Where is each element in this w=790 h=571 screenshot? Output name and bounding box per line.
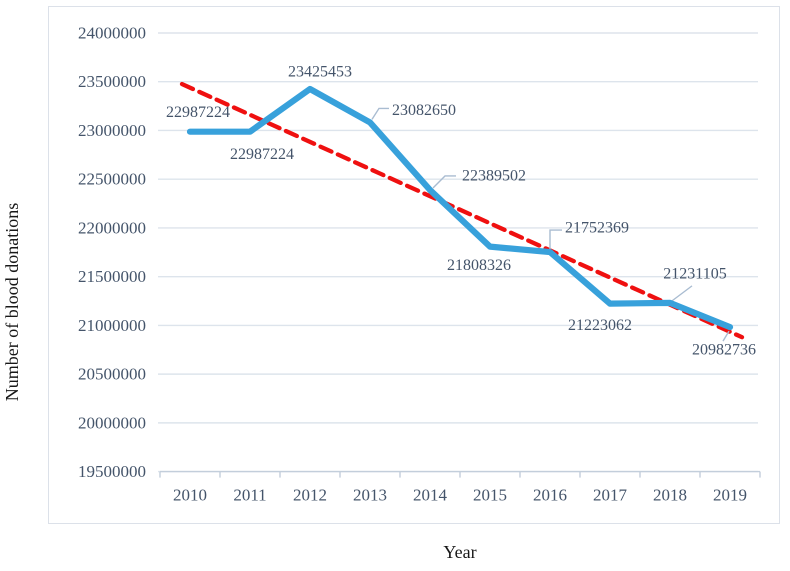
- y-tick-label: 23500000: [78, 72, 146, 91]
- y-tick-label: 21000000: [78, 316, 146, 335]
- chart-border-frame: [48, 6, 780, 524]
- y-tick-label: 20000000: [78, 413, 146, 432]
- x-tick-label: 2016: [533, 486, 567, 505]
- x-tick-label: 2018: [653, 486, 687, 505]
- x-tick-label: 2012: [293, 486, 327, 505]
- data-label: 23082650: [392, 102, 456, 119]
- y-tick-label: 24000000: [78, 24, 146, 43]
- x-axis-title: Year: [443, 542, 476, 562]
- data-label-leader-line: [371, 107, 389, 120]
- y-axis-title: Number of blood donations: [2, 203, 22, 401]
- data-label: 21223062: [568, 317, 632, 334]
- data-label-leader-line: [722, 330, 730, 342]
- x-tick-label: 2019: [713, 486, 747, 505]
- data-label: 21231105: [663, 265, 726, 282]
- y-tick-label: 21500000: [78, 267, 146, 286]
- x-tick-label: 2011: [233, 486, 266, 505]
- data-label: 22389502: [462, 167, 526, 184]
- data-label: 20982736: [692, 342, 756, 359]
- y-tick-label: 19500000: [78, 462, 146, 481]
- series-line: [186, 85, 734, 331]
- y-tick-label: 22000000: [78, 218, 146, 237]
- x-tick-label: 2013: [353, 486, 387, 505]
- data-label-leader-line: [432, 175, 456, 189]
- x-tick-label: 2010: [173, 486, 207, 505]
- chart-plot-area: 24000000 23500000 23000000 22500000 22000000…: [78, 24, 761, 505]
- data-label: 21752369: [565, 220, 629, 237]
- data-label: 21808326: [447, 257, 511, 274]
- y-tick-label: 20500000: [78, 365, 146, 384]
- x-tick-label: 2014: [413, 486, 448, 505]
- data-label-leader-line: [549, 229, 562, 250]
- data-label: 23425453: [288, 63, 352, 80]
- data-label: 22987224: [230, 146, 294, 163]
- y-tick-label: 23000000: [78, 121, 146, 140]
- x-tick-label: 2017: [593, 486, 628, 505]
- y-tick-label: 22500000: [78, 170, 146, 189]
- trendline: [179, 81, 745, 340]
- data-label: 22987224: [166, 104, 230, 121]
- data-label-leader-line: [671, 285, 693, 302]
- x-tick-label: 2015: [473, 486, 507, 505]
